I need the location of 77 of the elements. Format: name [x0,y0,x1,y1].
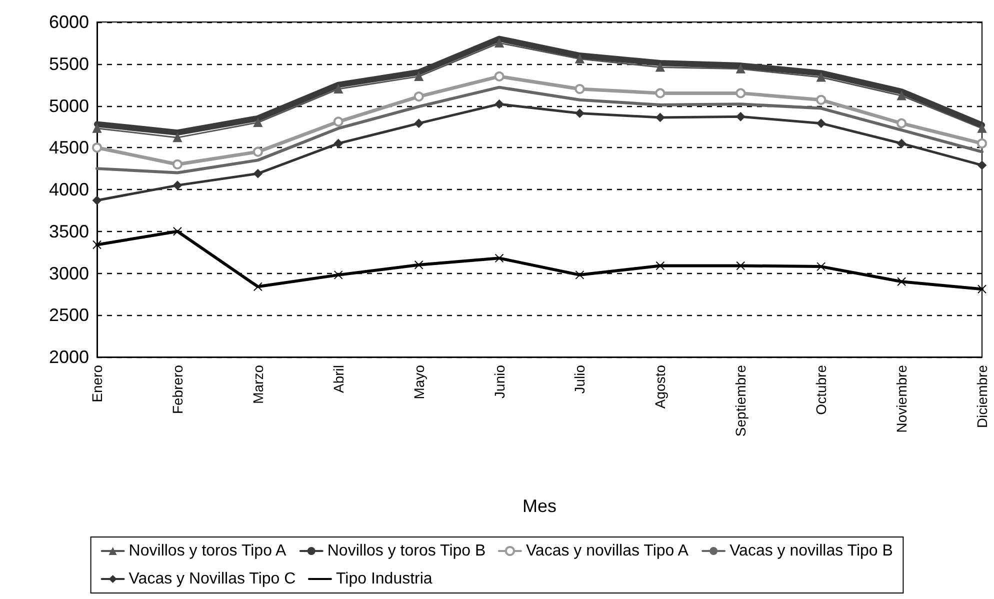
x-tick-label: Noviembre [894,364,910,433]
point [172,159,182,170]
y-tick-label: 6000 [48,12,89,32]
point [897,138,906,148]
point [978,124,986,133]
point [172,226,182,236]
point [816,94,826,105]
y-tick-label: 2000 [48,347,89,367]
x-tick-label: Diciembre [974,364,990,428]
point [253,282,262,292]
x-tick-label: Enero [89,364,105,402]
x-tick-label: Julio [572,364,588,394]
y-tick-label: 5500 [48,54,89,74]
point [414,72,424,81]
legend-label: Vacas y novillas Tipo B [730,542,893,560]
point [333,116,344,127]
point [897,277,906,286]
line-series [96,86,984,174]
point [816,262,826,272]
x-tick-label: Marzo [250,364,266,404]
legend-label: Tipo Industria [336,570,432,588]
point [172,180,182,190]
point [414,118,424,128]
point [736,64,746,74]
y-tick-label: 3500 [48,221,89,242]
point [334,84,343,94]
point [92,240,102,250]
point [656,62,665,72]
legend-label: Vacas y Novillas Tipo C [128,570,296,588]
point [253,118,262,127]
y-tick-label: 2500 [48,305,89,326]
point [736,88,746,98]
point [494,254,504,263]
point [816,72,826,82]
point [574,84,585,94]
x-tick-label: Mayo [410,364,427,400]
point [494,38,504,48]
point [736,112,746,122]
point [414,260,424,270]
point [655,88,666,98]
point [575,54,584,64]
legend-label: Novillos y toros Tipo B [327,542,486,560]
point [575,108,584,118]
y-tick-label: 4500 [48,138,89,158]
x-tick-label: Abril [330,365,346,394]
point [494,100,504,109]
x-tick-label: Febrero [169,364,186,414]
point [656,112,665,122]
point [978,160,986,170]
point [252,146,263,157]
y-tick-label: 5000 [48,96,89,116]
point [977,138,987,148]
point [253,169,262,178]
point [92,124,102,133]
point [172,133,182,142]
point [736,261,746,270]
point [816,118,826,128]
y-tick-label: 4000 [48,180,89,200]
point [896,118,907,128]
point [92,196,102,205]
point [494,71,504,82]
point [978,284,986,294]
legend-label: Novillos y toros Tipo A [128,542,287,560]
point [92,142,102,153]
point [414,92,424,102]
x-tick-label: Junio [491,364,508,398]
point [334,270,343,280]
x-tick-label: Agosto [652,364,668,409]
y-tick-label: 3000 [48,263,89,284]
legend-label: Vacas y novillas Tipo A [526,542,689,560]
point [575,270,584,280]
point [334,138,343,148]
point [897,91,906,100]
x-tick-label: Septiembre [732,364,749,437]
x-tick-label: Octubre [813,364,830,415]
x-axis-title: Mes [522,496,557,516]
point [656,261,665,270]
